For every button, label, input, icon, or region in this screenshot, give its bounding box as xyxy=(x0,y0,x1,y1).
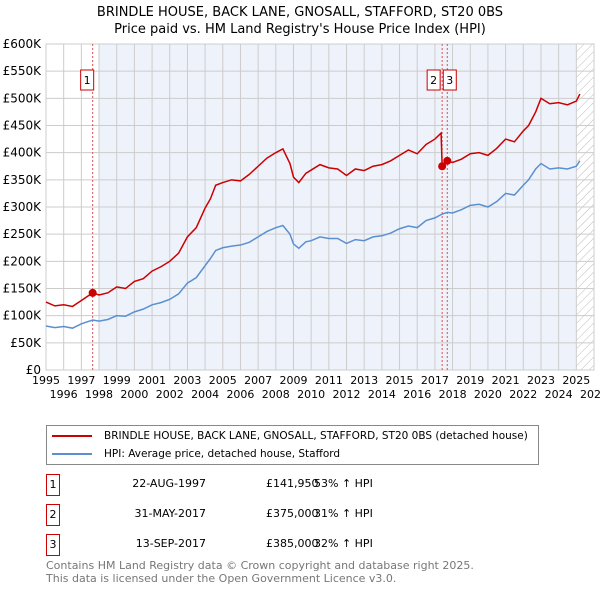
y-tick-label: £600K xyxy=(3,37,43,51)
title-main: BRINDLE HOUSE, BACK LANE, GNOSALL, STAFF… xyxy=(96,5,504,20)
sale-hpi: 31% ↑ HPI xyxy=(314,507,373,520)
y-tick-label: £100K xyxy=(3,309,43,323)
x-tick-label: 2011 xyxy=(315,374,343,387)
sale-flag-box xyxy=(80,69,95,91)
x-tick-label: 1998 xyxy=(85,388,113,401)
sale-flag-label: 3 xyxy=(446,74,453,87)
sale-point xyxy=(443,156,452,165)
sale-date: 13-SEP-2017 xyxy=(135,537,206,550)
table-row: 3 13-SEP-2017 £385,000 32% ↑ HPI xyxy=(46,534,546,556)
legend-item-property: BRINDLE HOUSE, BACK LANE, GNOSALL, STAFF… xyxy=(52,428,528,444)
y-tick-label: £450K xyxy=(3,119,43,133)
x-tick-label: 2013 xyxy=(350,374,378,387)
x-tick-label: 2012 xyxy=(333,388,361,401)
sale-badge: 3 xyxy=(46,534,60,556)
legend-swatch-blue xyxy=(52,453,92,455)
footer-copyright: Contains HM Land Registry data © Crown c… xyxy=(46,559,474,572)
table-row: 1 22-AUG-1997 £141,950 53% ↑ HPI xyxy=(46,474,546,496)
sale-badge: 1 xyxy=(46,474,60,496)
property-price-line xyxy=(45,93,581,308)
sale-flag-label: 2 xyxy=(430,74,437,87)
price-chart: 1995199619971998199920002001200220032004… xyxy=(3,37,600,401)
x-tick-label: 1999 xyxy=(103,374,131,387)
chart-title: BRINDLE HOUSE, BACK LANE, GNOSALL, STAFF… xyxy=(0,4,600,38)
x-tick-label: 2022 xyxy=(509,388,537,401)
x-tick-label: 2019 xyxy=(456,374,484,387)
x-tick-label: 2001 xyxy=(138,374,166,387)
y-tick-label: £300K xyxy=(3,200,43,214)
x-tick-label: 1997 xyxy=(67,374,95,387)
x-tick-label: 2020 xyxy=(474,388,502,401)
sale-badge: 2 xyxy=(46,504,60,526)
x-tick-label: 1995 xyxy=(32,374,60,387)
x-tick-label: 2015 xyxy=(386,374,414,387)
x-tick-label: 2003 xyxy=(173,374,201,387)
legend-label-property: BRINDLE HOUSE, BACK LANE, GNOSALL, STAFF… xyxy=(104,430,528,442)
x-tick-label: 2016 xyxy=(403,388,431,401)
x-tick-label: 2010 xyxy=(297,388,325,401)
sale-hpi: 32% ↑ HPI xyxy=(314,537,373,550)
x-tick-label: 2017 xyxy=(421,374,449,387)
x-tick-label: 2005 xyxy=(209,374,237,387)
sale-flag-box xyxy=(426,69,441,91)
sale-point xyxy=(88,288,97,297)
y-tick-label: £350K xyxy=(3,173,43,187)
footer-licence: This data is licensed under the Open Gov… xyxy=(46,572,397,585)
x-tick-label: 2023 xyxy=(527,374,555,387)
sale-price: £385,000 xyxy=(266,537,319,550)
y-tick-label: £200K xyxy=(3,254,43,268)
x-tick-label: 2018 xyxy=(439,388,467,401)
hpi-line xyxy=(45,160,581,329)
x-tick-label: 2002 xyxy=(156,388,184,401)
x-tick-label: 2026 xyxy=(580,388,600,401)
legend-item-hpi: HPI: Average price, detached house, Staf… xyxy=(52,446,340,462)
legend-swatch-red xyxy=(52,435,92,437)
y-tick-label: £150K xyxy=(3,282,43,296)
x-tick-label: 1996 xyxy=(50,388,78,401)
sale-price: £375,000 xyxy=(266,507,319,520)
title-sub: Price paid vs. HM Land Registry's House … xyxy=(114,22,486,37)
x-tick-label: 2014 xyxy=(368,388,396,401)
sale-point xyxy=(438,162,447,171)
legend-label-hpi: HPI: Average price, detached house, Staf… xyxy=(104,448,341,460)
sale-date: 22-AUG-1997 xyxy=(132,477,206,490)
y-tick-label: £500K xyxy=(3,91,43,105)
x-tick-label: 2008 xyxy=(262,388,290,401)
x-tick-label: 2025 xyxy=(562,374,590,387)
y-tick-label: £0 xyxy=(26,363,41,377)
x-tick-label: 2021 xyxy=(492,374,520,387)
sale-flag-label: 1 xyxy=(84,74,91,87)
table-row: 2 31-MAY-2017 £375,000 31% ↑ HPI xyxy=(46,504,546,526)
sale-hpi: 53% ↑ HPI xyxy=(314,477,373,490)
sale-price: £141,950 xyxy=(266,477,319,490)
y-tick-label: £550K xyxy=(3,64,43,78)
sale-flag-box xyxy=(442,69,457,91)
y-tick-label: £400K xyxy=(3,146,43,160)
x-tick-label: 2004 xyxy=(191,388,219,401)
x-tick-label: 2007 xyxy=(244,374,272,387)
y-tick-label: £50K xyxy=(10,336,42,350)
sale-date: 31-MAY-2017 xyxy=(134,507,206,520)
x-tick-label: 2000 xyxy=(120,388,148,401)
x-tick-label: 2009 xyxy=(279,374,307,387)
plot-border xyxy=(45,43,595,371)
legend: BRINDLE HOUSE, BACK LANE, GNOSALL, STAFF… xyxy=(46,425,539,465)
x-tick-label: 2024 xyxy=(545,388,573,401)
x-tick-label: 2006 xyxy=(226,388,254,401)
y-tick-label: £250K xyxy=(3,227,43,241)
